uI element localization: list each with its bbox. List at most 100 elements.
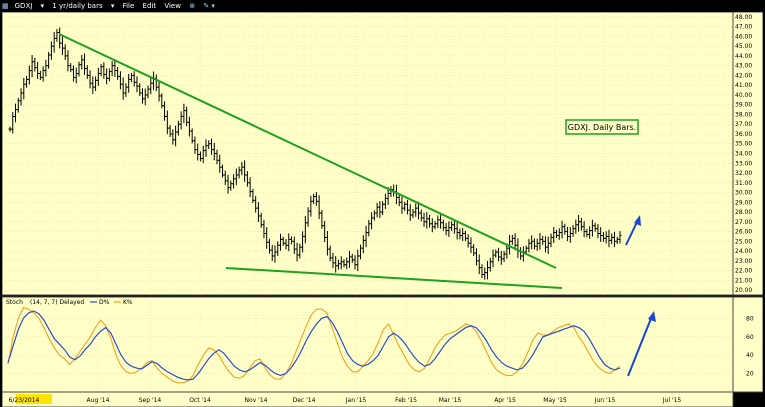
price-bar — [428, 214, 432, 228]
price-bar — [383, 193, 387, 209]
stoch-tick-label: 80 — [746, 315, 754, 322]
date-tick-label: Nov '14 — [245, 397, 268, 404]
price-tick-label: 31.00 — [735, 180, 752, 187]
price-bar — [452, 219, 456, 234]
zoom-icon[interactable]: ⊕ — [189, 2, 196, 10]
price-bar — [574, 219, 578, 234]
price-bar — [52, 31, 56, 53]
menu-file[interactable]: File — [122, 2, 135, 10]
price-bar — [455, 221, 459, 240]
price-bar — [88, 70, 92, 89]
price-axis[interactable] — [732, 12, 763, 296]
price-bar — [135, 76, 139, 93]
price-bar — [367, 219, 371, 237]
price-bar — [618, 231, 622, 244]
price-bar — [348, 250, 352, 268]
price-bar — [163, 101, 167, 121]
price-bar — [25, 75, 29, 88]
menu-view[interactable]: View — [164, 2, 181, 10]
price-tick-label: 48.00 — [735, 14, 752, 21]
annotation-box — [565, 119, 639, 135]
price-bar — [463, 230, 467, 242]
price-bar — [30, 54, 34, 78]
period-selector[interactable]: 1 yr/daily bars ▾ — [52, 2, 115, 10]
stochastic-panel[interactable] — [2, 296, 734, 393]
price-bar — [8, 126, 12, 132]
price-bar — [474, 248, 478, 266]
price-bar — [530, 235, 534, 250]
price-bar — [345, 257, 349, 270]
price-bar — [116, 67, 120, 80]
price-bar — [248, 177, 252, 198]
price-bar — [469, 237, 473, 254]
stoch-slow-line — [7, 306, 621, 384]
price-bar — [552, 226, 556, 243]
price-bar — [447, 221, 451, 237]
price-bar — [138, 83, 142, 97]
price-bar — [290, 236, 294, 245]
price-bar — [157, 81, 161, 102]
price-tick-label: 32.00 — [735, 170, 752, 177]
upper-trendline — [58, 33, 557, 269]
price-bar — [176, 120, 180, 136]
price-bar — [422, 212, 426, 227]
price-tick-label: 30.00 — [735, 190, 752, 197]
price-bar — [505, 243, 509, 259]
period-label: 1 yr/daily bars — [52, 2, 103, 10]
stoch-up-arrow — [627, 311, 656, 377]
stoch-fast-line — [7, 310, 621, 381]
legend-d: D% — [99, 299, 110, 306]
price-bar — [502, 250, 506, 262]
stoch-tick-label: 20 — [746, 371, 754, 378]
price-bar — [234, 168, 238, 186]
price-bar — [472, 244, 476, 257]
price-bar — [27, 65, 31, 85]
price-bar — [259, 212, 263, 228]
stoch-title: Stoch — [6, 299, 23, 306]
price-bar — [80, 55, 84, 70]
price-bar — [414, 203, 418, 217]
price-bar — [124, 83, 128, 97]
stoch-axis[interactable] — [732, 296, 763, 393]
price-bar — [143, 88, 147, 106]
price-axis-ticks: 20.00 21.00 22.00 23.00 24.00 25.00 26.00 27.00… — [735, 14, 752, 294]
symbol-selector[interactable]: ▦ GDXJ ▾ — [2, 2, 45, 10]
price-tick-label: 44.00 — [735, 53, 752, 60]
price-bar — [439, 213, 443, 229]
price-bar — [560, 220, 564, 239]
price-bar — [187, 116, 191, 137]
menu-edit[interactable]: Edit — [142, 2, 157, 10]
charts-canvas: GDXJ. Daily Bars. 20.00 21.00 22.00 23.00 24… — [2, 12, 763, 407]
price-bar — [317, 195, 321, 220]
date-axis[interactable] — [2, 391, 734, 407]
price-bar — [430, 218, 434, 233]
price-grid — [2, 12, 733, 295]
price-tick-label: 20.00 — [735, 287, 752, 294]
price-bar — [604, 231, 608, 244]
price-bar — [292, 236, 296, 254]
price-bar — [44, 59, 48, 77]
price-bar — [209, 138, 213, 155]
price-bar — [201, 145, 205, 164]
price-bar — [397, 193, 401, 207]
price-bar — [245, 171, 249, 187]
stoch-params: (14, 7, 7) Delayed — [30, 299, 84, 306]
price-bar — [303, 215, 307, 244]
draw-tool-icon[interactable]: ✎ ▾ — [203, 2, 215, 10]
price-bar — [165, 110, 169, 135]
price-bar — [60, 36, 64, 55]
price-tick-label: 38.00 — [735, 111, 752, 118]
price-bar — [458, 228, 462, 240]
price-bar — [532, 238, 536, 250]
price-bar — [312, 193, 316, 204]
price-bar — [278, 233, 282, 251]
price-bar — [240, 162, 244, 176]
price-bar — [314, 192, 318, 206]
price-tick-label: 41.00 — [735, 82, 752, 89]
price-bar — [408, 204, 412, 221]
price-bar — [601, 232, 605, 242]
stoch-tick-label: 40 — [746, 352, 754, 359]
price-tick-label: 26.00 — [735, 229, 752, 236]
price-bar — [350, 253, 354, 263]
date-tick-label: Dec '14 — [293, 397, 316, 404]
